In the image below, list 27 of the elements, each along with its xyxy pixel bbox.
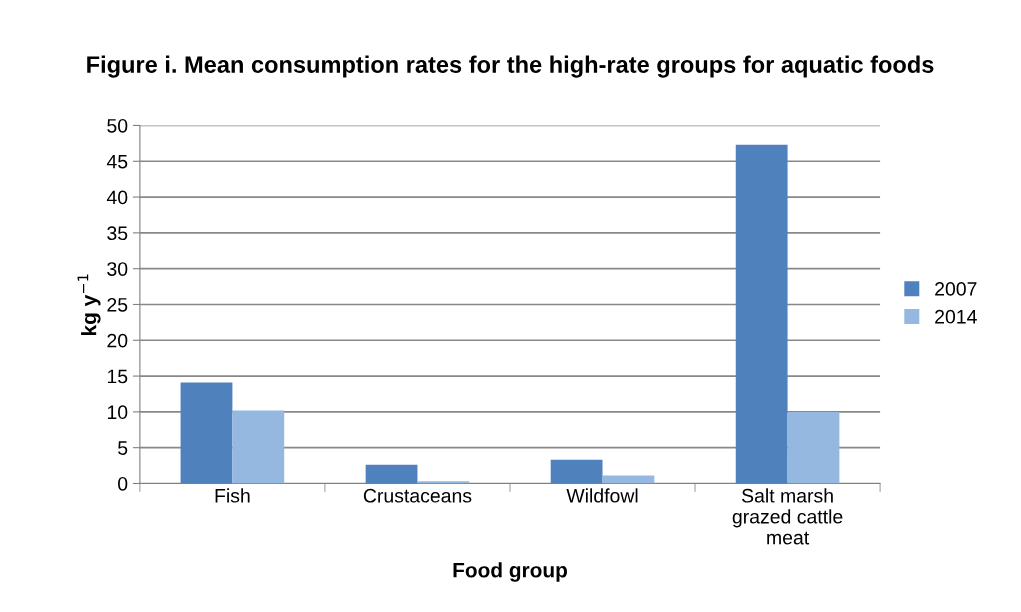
- y-tick-label: 45: [106, 154, 128, 169]
- bar: [417, 481, 470, 484]
- legend-label: 2014: [935, 309, 977, 324]
- y-tick-label: 5: [118, 441, 128, 455]
- bar: [232, 410, 285, 484]
- x-tick-label: Salt marsh grazed cattle meat: [732, 488, 843, 545]
- bar: [787, 411, 840, 484]
- y-tick-label: 40: [106, 190, 128, 205]
- x-tick-label: Wildfowl: [566, 488, 638, 503]
- y-tick-label: 10: [107, 405, 128, 420]
- bar: [735, 144, 788, 484]
- y-tick-label: 30: [107, 262, 128, 276]
- y-axis-title: kg y$^{−1}$: [77, 274, 101, 335]
- bar: [180, 382, 233, 484]
- legend-label: 2007: [935, 282, 977, 296]
- bar: [550, 459, 603, 484]
- x-tick-label: Crustaceans: [363, 488, 472, 503]
- chart-title: Figure i. Mean consumption rates for the high-rate groups for aquatic foods: [87, 55, 934, 78]
- x-tick-label: Fish: [215, 488, 250, 503]
- bar: [365, 464, 418, 484]
- y-tick-label: 20: [107, 333, 128, 348]
- y-tick-label: 35: [107, 226, 128, 241]
- y-tick-label: 15: [107, 369, 128, 384]
- y-tick-label: 0: [118, 476, 128, 491]
- y-tick-label: 25: [107, 297, 128, 312]
- x-axis-title: Food group: [453, 562, 567, 582]
- y-tick-label: 50: [107, 118, 128, 133]
